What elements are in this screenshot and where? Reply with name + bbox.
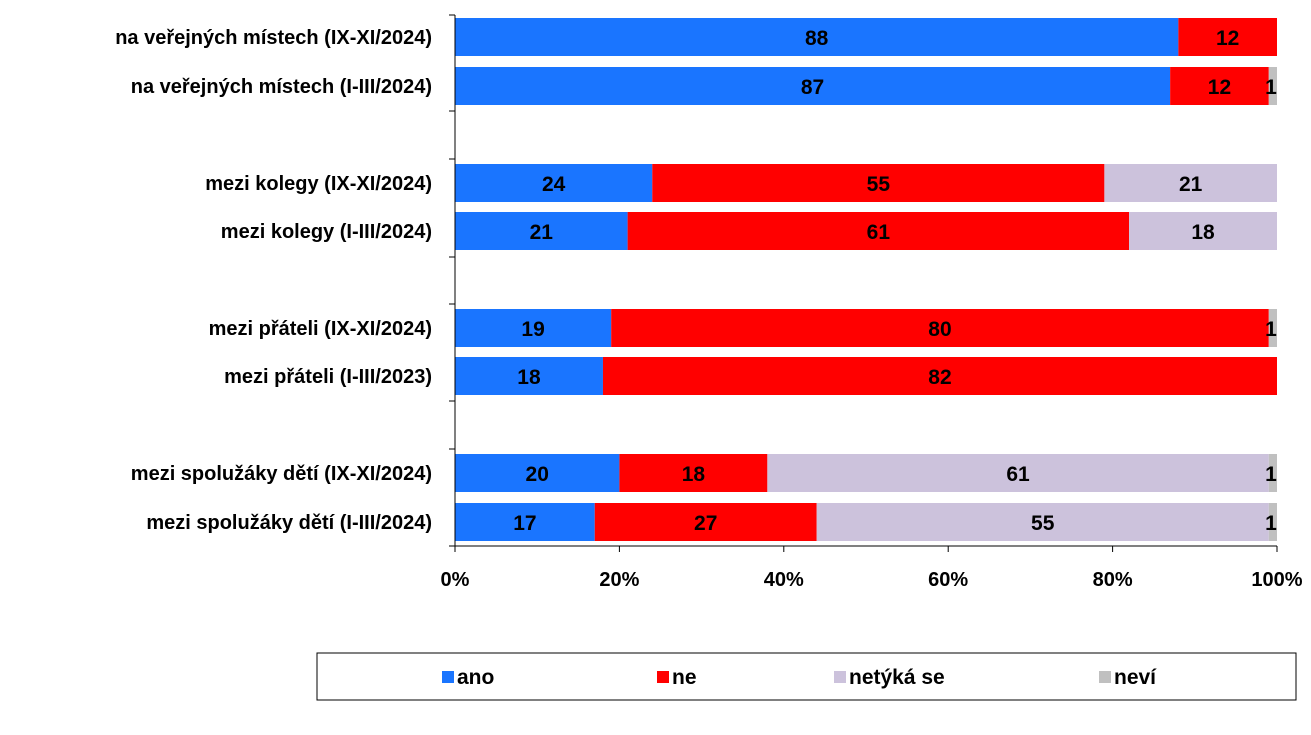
- bar-ano-5: [455, 357, 603, 395]
- x-tick-labels: 0% 20% 40% 60% 80% 100%: [441, 569, 1303, 591]
- legend-label-nevi: neví: [1114, 666, 1157, 689]
- category-label: mezi spolužáky dětí (IX-XI/2024): [131, 463, 432, 485]
- bar-ne-4: [611, 309, 1269, 347]
- bar-nevi-6: [1268, 454, 1277, 492]
- bar-ne-5: [602, 357, 1277, 395]
- legend-label-netyka-se: netýká se: [849, 666, 945, 689]
- bar-netyka-se-7: [816, 503, 1269, 541]
- legend-label-ano: ano: [457, 666, 494, 689]
- bar-ano-0: [455, 18, 1179, 56]
- data-label-nevi-4: 1: [1265, 318, 1277, 341]
- category-label: mezi kolegy (IX-XI/2024): [205, 173, 432, 195]
- data-label-ne-5: 82: [928, 366, 951, 389]
- bar-nevi-4: [1268, 309, 1277, 347]
- bar-nevi-7: [1268, 503, 1277, 541]
- bar-ne-0: [1178, 18, 1277, 56]
- bar-ano-7: [455, 503, 595, 541]
- category-label: na veřejných místech (I-III/2024): [131, 76, 432, 98]
- bar-ne-6: [619, 454, 768, 492]
- legend-swatch-ne: [657, 671, 669, 683]
- category-label: mezi přáteli (IX-XI/2024): [209, 318, 432, 340]
- x-tick-label: 0%: [441, 569, 470, 591]
- data-label-ano-1: 87: [801, 76, 824, 99]
- category-label: na veřejných místech (IX-XI/2024): [115, 27, 432, 49]
- bar-nevi-1: [1268, 67, 1277, 105]
- axes-layer: [449, 14, 1278, 552]
- x-tick-label: 60%: [928, 569, 968, 591]
- data-label-ne-3: 61: [867, 221, 891, 244]
- bar-netyka-se-2: [1104, 164, 1277, 202]
- bar-ano-3: [455, 212, 628, 250]
- bar-ano-1: [455, 67, 1171, 105]
- data-label-ne-7: 27: [694, 512, 717, 535]
- category-label: mezi spolužáky dětí (I-III/2024): [146, 512, 432, 534]
- legend-label-ne: ne: [672, 666, 697, 689]
- bar-ne-1: [1170, 67, 1269, 105]
- data-label-ne-4: 80: [928, 318, 951, 341]
- bar-ano-2: [455, 164, 653, 202]
- data-label-ne-0: 12: [1216, 27, 1239, 50]
- bar-ne-7: [594, 503, 817, 541]
- data-label-netyka-se-7: 55: [1031, 512, 1055, 535]
- data-label-nevi-1: 1: [1265, 76, 1277, 99]
- category-labels: na veřejných místech (IX-XI/2024) na veře…: [115, 27, 432, 534]
- category-label: mezi kolegy (I-III/2024): [221, 221, 432, 243]
- bar-ne-2: [652, 164, 1105, 202]
- x-tick-label: 40%: [764, 569, 804, 591]
- data-label-nevi-6: 1: [1265, 463, 1277, 486]
- bar-ano-6: [455, 454, 620, 492]
- legend: ano ne netýká se neví: [316, 652, 1297, 701]
- data-label-ano-4: 19: [521, 318, 544, 341]
- data-label-netyka-se-3: 18: [1191, 221, 1215, 244]
- data-label-ne-1: 12: [1208, 76, 1231, 99]
- data-label-ano-5: 18: [517, 366, 541, 389]
- bar-ano-4: [455, 309, 612, 347]
- category-label: mezi přáteli (I-III/2023): [224, 366, 432, 388]
- bar-netyka-se-3: [1129, 212, 1277, 250]
- data-label-ano-6: 20: [526, 463, 549, 486]
- data-labels-layer: 88 12 87 12 1 24 55 21 21 61 18 19 80 1 18 82 20 18 61 1 17 2…: [513, 27, 1277, 535]
- data-label-netyka-se-6: 61: [1006, 463, 1030, 486]
- data-label-ano-7: 17: [513, 512, 536, 535]
- legend-swatch-netyka-se: [834, 671, 846, 683]
- legend-swatch-nevi: [1099, 671, 1111, 683]
- data-label-ne-2: 55: [867, 173, 891, 196]
- bar-ne-3: [627, 212, 1130, 250]
- legend-swatch-ano: [442, 671, 454, 683]
- data-label-netyka-se-2: 21: [1179, 173, 1203, 196]
- bars-layer: [455, 18, 1277, 541]
- x-tick-label: 20%: [599, 569, 639, 591]
- data-label-ano-3: 21: [530, 221, 554, 244]
- legend-frame: [316, 652, 1297, 701]
- bar-netyka-se-6: [767, 454, 1269, 492]
- data-label-ano-2: 24: [542, 173, 566, 196]
- x-tick-label: 100%: [1251, 569, 1302, 591]
- data-label-ano-0: 88: [805, 27, 829, 50]
- data-label-ne-6: 18: [682, 463, 706, 486]
- x-tick-label: 80%: [1093, 569, 1133, 591]
- data-label-nevi-7: 1: [1265, 512, 1277, 535]
